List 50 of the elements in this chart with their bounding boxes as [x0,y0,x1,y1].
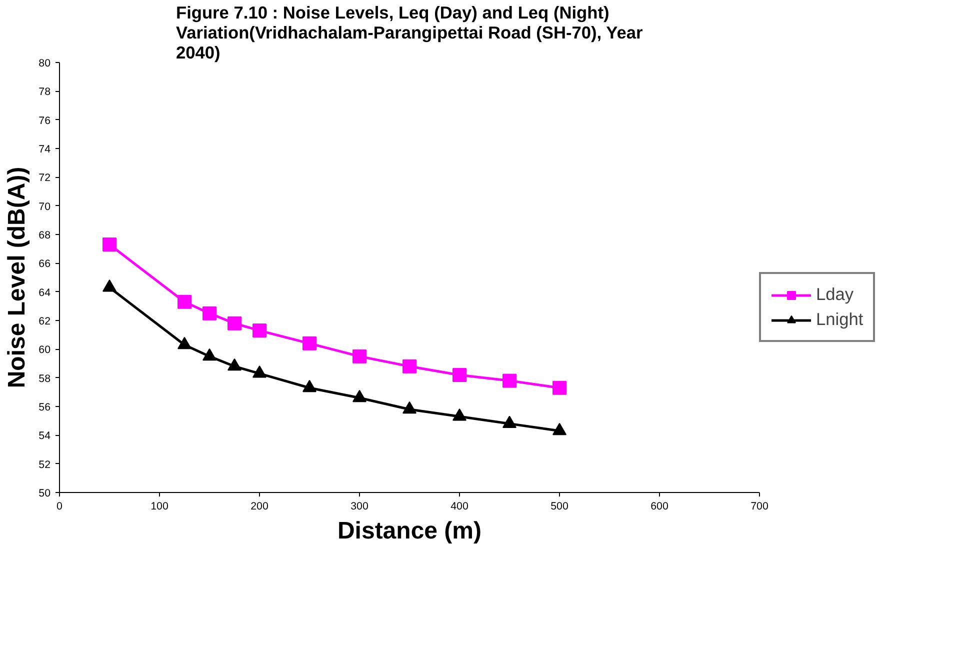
y-tick-label: 76 [38,114,51,127]
y-tick-label: 66 [38,258,51,270]
point [202,306,216,320]
legend-label: Lday [816,284,854,305]
x-tick-label: 400 [450,500,468,512]
x-tick-label: 500 [550,500,568,512]
y-tick-label: 64 [38,286,51,299]
x-tick-label: 0 [56,500,63,512]
point [302,336,316,350]
y-tick-label: 68 [38,230,51,242]
point [178,336,192,350]
point [352,349,366,364]
x-tick-label: 600 [650,500,668,512]
y-tick-label: 74 [38,144,51,156]
y-tick-label: 62 [38,316,51,328]
point [102,238,116,252]
y-tick-label: 50 [38,488,51,500]
x-tick-label: 300 [350,500,368,512]
y-tick-label: 78 [38,86,51,98]
x-tick-label: 200 [250,500,268,512]
point [452,408,466,421]
point [228,358,242,371]
point [552,422,566,436]
y-tick-label: 80 [38,58,51,70]
point [352,390,366,402]
point [502,416,516,428]
point [252,366,266,378]
y-tick-label: 70 [38,200,51,213]
point [228,316,242,330]
chart-title: Figure 7.10 : Noise Levels, Leq (Day) and Leq (Night) Variation(Vridhachalam-Parangipettai Road (SH-70), Year 2040) [176,2,643,62]
x-tick-label: 700 [750,500,768,512]
point [402,359,416,374]
point [452,368,466,382]
legend-label: Lnight [816,309,864,330]
point [202,348,216,361]
x-tick-label: 100 [150,500,168,512]
y-axis-title: Noise Level (dB(A)) [4,166,31,388]
point [502,374,516,388]
y-tick-label: 72 [38,172,51,184]
point [302,380,316,392]
y-tick-label: 54 [38,430,51,442]
x-axis-title: Distance (m) [337,518,482,544]
y-tick-label: 60 [38,344,51,356]
y-tick-label: 52 [38,458,51,471]
point [178,294,192,309]
point [552,380,566,395]
point [252,324,266,338]
y-tick-label: 58 [38,372,51,385]
point [402,401,416,414]
y-tick-label: 56 [38,402,51,414]
